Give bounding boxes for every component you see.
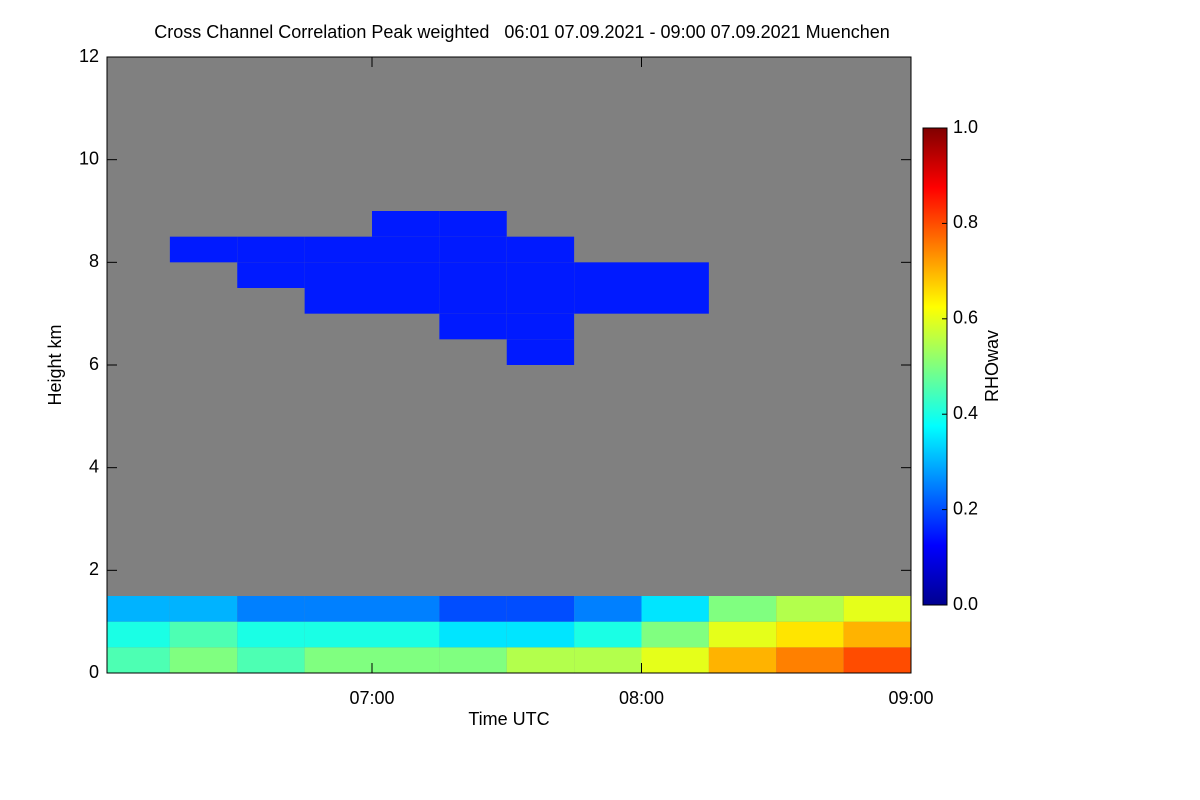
heatmap-cell bbox=[641, 647, 709, 673]
heatmap-cell bbox=[708, 596, 777, 622]
heatmap-cell bbox=[304, 288, 372, 314]
colorbar-tick-label: 0.6 bbox=[953, 308, 978, 328]
heatmap-cell bbox=[371, 596, 440, 622]
y-tick-label: 8 bbox=[89, 251, 99, 271]
y-tick-label: 4 bbox=[89, 456, 99, 476]
y-tick-label: 2 bbox=[89, 559, 99, 579]
colorbar-tick-label: 0.2 bbox=[953, 498, 978, 518]
heatmap-cell bbox=[776, 596, 844, 622]
heatmap-cell bbox=[641, 621, 709, 648]
y-tick-label: 12 bbox=[79, 46, 99, 66]
heatmap-cell bbox=[574, 288, 642, 314]
heatmap-cell bbox=[439, 596, 507, 622]
heatmap-cell bbox=[506, 647, 575, 673]
heatmap-cell bbox=[169, 621, 238, 648]
heatmap-cell bbox=[107, 621, 170, 648]
heatmap-cell bbox=[439, 211, 507, 237]
heatmap-cell bbox=[641, 288, 709, 314]
heatmap-cell bbox=[107, 647, 170, 673]
heatmap-cell bbox=[439, 288, 507, 314]
heatmap-cell bbox=[371, 647, 440, 673]
heatmap-cell bbox=[304, 262, 372, 288]
heatmap-cell bbox=[371, 621, 440, 648]
x-tick-label: 09:00 bbox=[888, 688, 933, 708]
heatmap-cell bbox=[169, 647, 238, 673]
heatmap-cell bbox=[439, 236, 507, 263]
heatmap-cell bbox=[237, 262, 305, 288]
heatmap-cell bbox=[574, 596, 642, 622]
heatmap-cell bbox=[371, 262, 440, 288]
heatmap-cell bbox=[371, 236, 440, 263]
heatmap-cell bbox=[107, 596, 170, 622]
heatmap-cell bbox=[237, 621, 305, 648]
heatmap-cell bbox=[439, 647, 507, 673]
colorbar-tick-label: 1.0 bbox=[953, 117, 978, 137]
colorbar-tick-label: 0.0 bbox=[953, 594, 978, 614]
heatmap-cell bbox=[439, 262, 507, 288]
heatmap-cell bbox=[304, 621, 372, 648]
y-tick-label: 10 bbox=[79, 148, 99, 168]
heatmap-cell bbox=[843, 647, 911, 673]
x-tick-label: 07:00 bbox=[349, 688, 394, 708]
heatmap-cell bbox=[708, 621, 777, 648]
heatmap-cell bbox=[304, 647, 372, 673]
heatmap-cell bbox=[439, 621, 507, 648]
colorbar bbox=[922, 127, 948, 606]
heatmap-cell bbox=[237, 596, 305, 622]
heatmap-cell bbox=[506, 262, 575, 288]
colorbar-label: RHOwav bbox=[982, 330, 1002, 402]
heatmap-cell bbox=[506, 313, 575, 340]
colorbar-tick-label: 0.8 bbox=[953, 212, 978, 232]
heatmap-cell bbox=[506, 596, 575, 622]
heatmap-cell bbox=[506, 288, 575, 314]
heatmap-cell bbox=[304, 236, 372, 263]
colorbar-tick-label: 0.4 bbox=[953, 403, 978, 423]
heatmap-cell bbox=[237, 647, 305, 673]
heatmap-cell bbox=[371, 288, 440, 314]
heatmap-cell bbox=[371, 211, 440, 237]
y-tick-label: 0 bbox=[89, 662, 99, 682]
heatmap-cell bbox=[641, 262, 709, 288]
heatmap-cell bbox=[641, 596, 709, 622]
heatmap-cell bbox=[574, 262, 642, 288]
heatmap-cell bbox=[169, 236, 238, 263]
heatmap-cell bbox=[776, 621, 844, 648]
chart-title: Cross Channel Correlation Peak weighted … bbox=[154, 22, 890, 42]
x-axis-label: Time UTC bbox=[468, 709, 549, 729]
heatmap-cell bbox=[237, 236, 305, 263]
heatmap-cell bbox=[574, 647, 642, 673]
heatmap-cell bbox=[169, 596, 238, 622]
y-tick-label: 6 bbox=[89, 354, 99, 374]
heatmap-cell bbox=[506, 339, 575, 365]
heatmap-cell bbox=[304, 596, 372, 622]
heatmap-cell bbox=[506, 621, 575, 648]
heatmap-cell bbox=[708, 647, 777, 673]
heatmap-cell bbox=[776, 647, 844, 673]
heatmap-cell bbox=[506, 236, 575, 263]
heatmap-cell bbox=[843, 596, 911, 622]
heatmap-cell bbox=[843, 621, 911, 648]
y-axis-label: Height km bbox=[45, 324, 65, 405]
heatmap-cell bbox=[439, 313, 507, 340]
x-tick-label: 08:00 bbox=[619, 688, 664, 708]
heatmap-cell bbox=[574, 621, 642, 648]
